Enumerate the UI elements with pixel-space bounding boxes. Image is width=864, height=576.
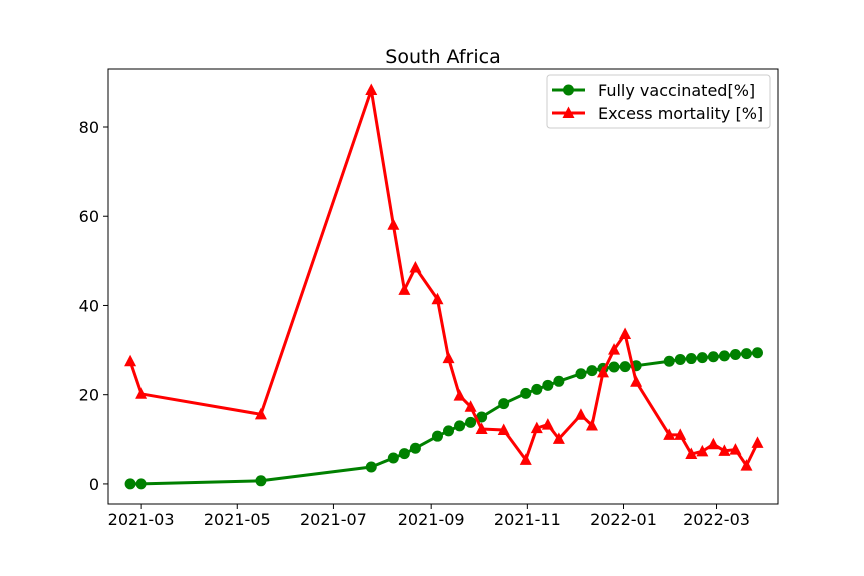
data-point-mortality — [431, 292, 444, 305]
data-point-mortality — [718, 444, 731, 456]
data-point-vaccinated — [124, 478, 136, 490]
data-point-mortality — [585, 418, 598, 431]
data-point-vaccinated — [135, 478, 147, 490]
data-point-mortality — [124, 354, 137, 367]
data-point-vaccinated — [498, 398, 510, 410]
data-point-mortality — [365, 83, 378, 95]
data-point-vaccinated — [718, 350, 730, 362]
data-point-mortality — [254, 407, 267, 420]
data-point-vaccinated — [255, 475, 267, 487]
y-tick-label: 20 — [79, 386, 99, 405]
x-tick-label: 2021-09 — [398, 510, 465, 529]
data-point-vaccinated — [707, 351, 719, 363]
x-tick-label: 2021-05 — [204, 510, 271, 529]
data-point-vaccinated — [663, 355, 675, 367]
y-tick-label: 40 — [79, 296, 99, 315]
data-point-mortality — [751, 436, 764, 448]
data-point-mortality — [398, 283, 411, 295]
plot-frame — [107, 68, 779, 505]
data-point-vaccinated — [608, 361, 620, 373]
data-point-vaccinated — [586, 365, 598, 377]
data-point-mortality — [619, 327, 632, 340]
x-tick-label: 2022-03 — [683, 510, 750, 529]
y-axis: 0 20 40 60 80 — [79, 118, 108, 494]
x-tick-label: 2021-07 — [300, 510, 367, 529]
data-point-vaccinated — [740, 348, 752, 360]
y-tick-label: 0 — [89, 475, 99, 494]
data-point-vaccinated — [409, 442, 421, 454]
data-point-vaccinated — [465, 416, 477, 428]
data-point-mortality — [442, 351, 455, 364]
data-point-vaccinated — [685, 353, 697, 365]
data-point-mortality — [453, 389, 466, 401]
data-point-vaccinated — [752, 347, 764, 359]
data-point-vaccinated — [398, 448, 410, 460]
legend-box — [546, 74, 771, 129]
data-point-mortality — [707, 437, 720, 450]
data-point-vaccinated — [476, 411, 488, 423]
data-point-mortality — [696, 444, 709, 457]
data-point-vaccinated — [553, 375, 565, 387]
data-point-mortality — [409, 261, 422, 273]
y-tick-label: 80 — [79, 118, 99, 137]
legend-label-vaccinated: Fully vaccinated[%] — [598, 81, 755, 100]
data-point-mortality — [597, 365, 610, 378]
data-point-vaccinated — [454, 420, 466, 432]
data-point-mortality — [464, 400, 477, 412]
data-point-mortality — [552, 432, 565, 444]
data-point-vaccinated — [619, 361, 631, 373]
chart-title: South Africa — [385, 46, 500, 68]
x-tick-label: 2021-11 — [494, 510, 561, 529]
data-point-mortality — [663, 428, 676, 440]
data-point-vaccinated — [575, 368, 587, 380]
x-tick-label: 2022-01 — [590, 510, 657, 529]
data-point-mortality — [497, 423, 510, 435]
data-point-mortality — [530, 421, 543, 434]
data-point-vaccinated — [365, 461, 377, 473]
data-point-vaccinated — [387, 452, 399, 464]
legend-label-mortality: Excess mortality [%] — [598, 104, 763, 123]
data-point-mortality — [608, 343, 621, 355]
legend-marker-vaccinated — [563, 84, 574, 96]
y-tick-label: 60 — [79, 207, 99, 226]
data-point-mortality — [630, 375, 643, 387]
data-point-mortality — [685, 447, 698, 460]
data-point-mortality — [729, 443, 742, 455]
data-point-mortality — [475, 422, 488, 435]
data-point-mortality — [387, 218, 400, 230]
data-point-mortality — [574, 408, 587, 420]
data-point-vaccinated — [696, 352, 708, 364]
data-point-vaccinated — [443, 425, 455, 437]
data-point-mortality — [674, 428, 687, 440]
data-point-vaccinated — [542, 379, 554, 391]
x-axis: 2021-03 2021-05 2021-07 2021-09 2021-11 2022-… — [108, 504, 750, 529]
data-point-vaccinated — [729, 349, 741, 361]
data-point-mortality — [541, 418, 554, 430]
data-point-mortality — [740, 459, 753, 471]
legend-marker-mortality — [562, 106, 575, 118]
data-point-mortality — [135, 387, 148, 399]
x-tick-label: 2021-03 — [108, 510, 175, 529]
data-point-vaccinated — [531, 383, 543, 395]
data-point-mortality — [519, 453, 532, 465]
legend: Fully vaccinated[%] Excess mortality [%] — [546, 74, 771, 129]
data-point-vaccinated — [674, 353, 686, 365]
data-point-vaccinated — [431, 430, 443, 442]
series-layer — [124, 83, 764, 490]
data-point-vaccinated — [520, 387, 532, 399]
